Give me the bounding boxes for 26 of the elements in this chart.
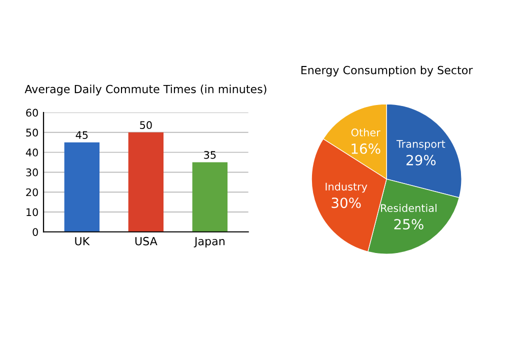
data-label: 30% <box>332 198 361 208</box>
data-label: 35 <box>204 150 216 159</box>
y-tick-label: 30 <box>26 168 38 176</box>
y-tick-label: 20 <box>26 188 38 196</box>
data-label: 29% <box>406 154 436 166</box>
x-tick-label: Japan <box>194 237 224 248</box>
y-tick-label: 40 <box>26 148 38 156</box>
data-label: 50 <box>140 121 152 130</box>
y-tick-label: 60 <box>26 108 38 117</box>
y-tick-label: 50 <box>26 128 38 137</box>
data-label: 45 <box>76 131 88 139</box>
x-tick-label: USA <box>135 236 158 246</box>
data-label: 16% <box>352 143 380 154</box>
x-tick-label: UK <box>75 237 90 246</box>
chart-title: Average Daily Commute Times (in minutes) <box>24 84 266 96</box>
chart-title: Energy Consumption by Sector <box>301 66 473 76</box>
data-label: 25% <box>394 219 424 230</box>
bar <box>64 142 100 232</box>
slice-label: Other <box>351 128 380 136</box>
y-tick-label: 10 <box>26 208 38 216</box>
slice-label: Industry <box>326 182 368 193</box>
bar <box>192 162 228 232</box>
slice-label: Transport <box>396 140 446 150</box>
slice-label: Residential <box>381 204 436 212</box>
y-tick-label: 0 <box>32 228 38 236</box>
bar <box>128 132 164 232</box>
